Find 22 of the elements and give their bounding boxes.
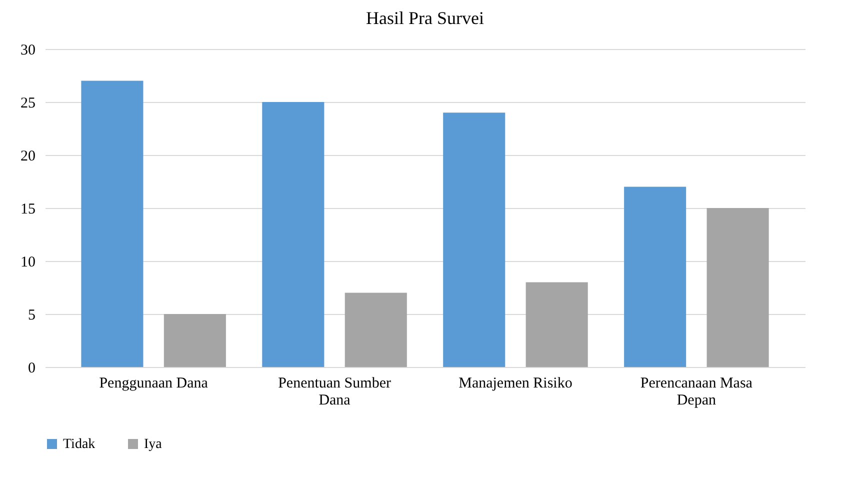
x-tick-label: Penentuan Sumber Dana (278, 376, 391, 408)
chart-title: Hasil Pra Survei (366, 8, 484, 28)
y-tick-label: 10 (20, 254, 36, 270)
bar (706, 208, 769, 367)
bar (443, 112, 506, 367)
bar (262, 102, 324, 367)
bar (624, 186, 686, 367)
bar (164, 314, 226, 367)
y-tick-label: 30 (20, 42, 36, 58)
y-tick-label: 25 (20, 96, 36, 112)
legend-label: Tidak (63, 437, 96, 452)
bar (81, 80, 144, 367)
x-tick-label: Manajemen Risiko (458, 376, 572, 392)
bar (526, 282, 588, 367)
x-tick-label: Penggunaan Dana (99, 376, 208, 392)
y-tick-label: 0 (28, 360, 36, 376)
y-tick-label: 20 (20, 148, 36, 164)
y-tick-label: 5 (28, 308, 36, 324)
legend-label: Iya (144, 437, 163, 452)
bar (344, 292, 407, 367)
y-tick-label: 15 (20, 202, 36, 218)
x-tick-label: Perencanaan Masa Depan (640, 376, 753, 408)
